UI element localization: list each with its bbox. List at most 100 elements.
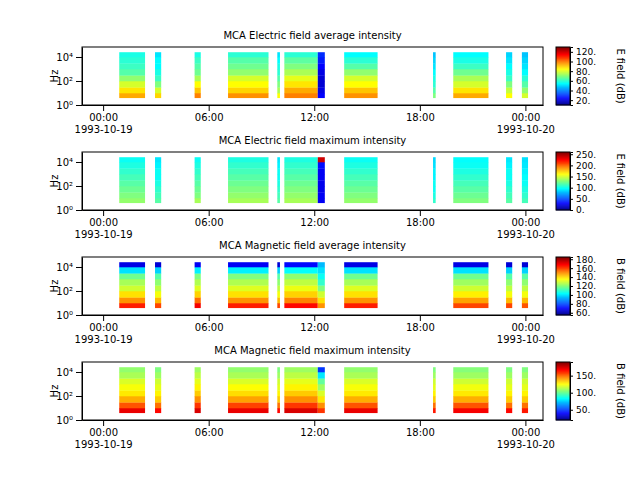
y-tick-mark <box>76 57 82 58</box>
cell <box>453 87 488 93</box>
plot-frame <box>82 47 543 105</box>
colorbar-step <box>556 84 570 85</box>
colorbar-step <box>556 408 570 409</box>
colorbar-step <box>556 155 570 156</box>
colorbar-step <box>556 196 570 197</box>
cell <box>433 57 436 64</box>
cell <box>284 52 317 57</box>
colorbar-step <box>556 73 570 74</box>
cell <box>344 63 377 69</box>
cell <box>522 279 528 286</box>
x-tick-label: 18:00 <box>406 427 435 438</box>
cell <box>155 69 161 76</box>
colorbar-step <box>556 67 570 68</box>
colorbar: 20.40.60.80.100.120.E field (dB) <box>556 47 626 106</box>
cell <box>453 408 488 413</box>
colorbar-tick-label: 120. <box>576 47 596 57</box>
colorbar-step <box>556 64 570 65</box>
colorbar-step <box>556 68 570 69</box>
colorbar-step <box>556 53 570 54</box>
cell <box>277 390 280 396</box>
colorbar-tick-mark <box>570 165 573 166</box>
cell <box>506 273 512 279</box>
x-tick-mark <box>209 315 210 321</box>
cell <box>284 396 317 403</box>
colorbar-axis: 60.80.100.120.140.160.180. <box>570 255 596 319</box>
panel: 00:001993-10-1906:0012:0018:0000:001993-… <box>49 345 626 450</box>
cell <box>277 192 280 198</box>
colorbar-step <box>556 396 570 397</box>
colorbar-step <box>556 69 570 70</box>
cell <box>506 390 512 396</box>
colorbar-tick-mark <box>570 177 573 178</box>
x-axis-line <box>83 105 544 106</box>
cell <box>453 75 488 81</box>
cell <box>344 384 377 391</box>
cell <box>119 198 145 203</box>
colorbar-tick-mark <box>570 410 573 411</box>
colorbar-step <box>556 158 570 159</box>
y-tick: 10⁰ <box>56 310 82 321</box>
x-tick: 18:00 <box>406 315 435 333</box>
colorbar-step <box>556 166 570 167</box>
cell <box>277 396 280 403</box>
colorbar-axis: 0.50.100.150.200.250. <box>570 150 596 216</box>
x-tick-mark <box>525 105 526 111</box>
cell <box>284 157 317 162</box>
colorbar-step <box>556 382 570 383</box>
cell <box>155 180 161 186</box>
colorbar-step <box>556 103 570 104</box>
cell <box>155 408 161 413</box>
y-tick: 10⁰ <box>56 415 82 426</box>
cell <box>433 367 436 372</box>
cell <box>506 63 512 69</box>
colorbar-step <box>556 371 570 372</box>
colorbar-step <box>556 49 570 50</box>
cell <box>318 402 325 408</box>
colorbar-step <box>556 184 570 185</box>
cell <box>522 408 528 413</box>
cell <box>284 367 317 372</box>
y-tick-label: 10⁰ <box>56 100 73 111</box>
cell <box>318 279 325 286</box>
cell <box>318 186 325 193</box>
cell <box>506 87 512 93</box>
x-tick: 06:00 <box>195 315 224 333</box>
x-tick: 00:001993-10-19 <box>75 210 133 240</box>
cell <box>433 168 436 174</box>
colorbar-axis-line <box>571 363 574 421</box>
x-tick-label-line: 1993-10-20 <box>497 229 555 240</box>
colorbar-step <box>556 167 570 168</box>
x-tick-label: 00:001993-10-19 <box>75 217 133 240</box>
cell <box>344 297 377 303</box>
colorbar-step <box>556 60 570 61</box>
cell <box>344 93 377 98</box>
cell <box>522 267 528 274</box>
colorbar-title: B field (dB) <box>615 258 626 314</box>
colorbar-step <box>556 57 570 58</box>
cell <box>284 57 317 64</box>
cell <box>453 198 488 203</box>
y-tick: 10⁰ <box>56 205 82 216</box>
cell <box>195 57 201 64</box>
colorbar-step <box>556 266 570 267</box>
y-axis-title: Hz <box>49 280 60 293</box>
cell <box>155 168 161 174</box>
cell <box>344 273 377 279</box>
colorbar-step <box>556 199 570 200</box>
y-tick: 10⁴ <box>56 367 82 378</box>
cell <box>155 262 161 267</box>
cell <box>506 303 512 308</box>
cell <box>522 285 528 291</box>
cell <box>318 267 325 274</box>
y-tick-mark <box>76 315 82 316</box>
cell <box>195 262 201 267</box>
cell <box>453 390 488 396</box>
cell <box>433 186 436 193</box>
cell <box>195 396 201 403</box>
x-tick-label-line: 06:00 <box>195 322 224 333</box>
colorbar-step <box>556 195 570 196</box>
cell <box>506 162 512 169</box>
x-tick: 00:001993-10-20 <box>497 105 555 135</box>
colorbar-step <box>556 373 570 374</box>
